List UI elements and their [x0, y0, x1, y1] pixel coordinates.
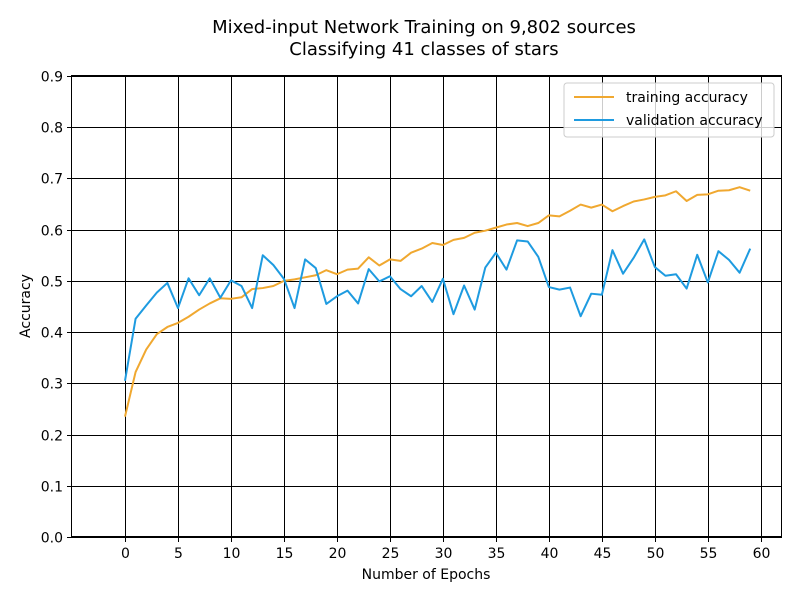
- y-tick-label: 0.7: [41, 172, 63, 188]
- x-tick-label: 30: [435, 546, 453, 562]
- x-tick-label: 60: [753, 546, 771, 562]
- x-tick-label: 25: [382, 546, 400, 562]
- chart-subtitle: Classifying 41 classes of stars: [289, 39, 558, 60]
- y-tick-label: 0.3: [41, 377, 63, 393]
- y-tick-label: 0.5: [41, 275, 63, 291]
- legend: training accuracy validation accuracy: [563, 82, 775, 138]
- y-tick-label: 0.9: [41, 70, 63, 86]
- plot-frame: [71, 75, 782, 537]
- x-tick-label: 20: [329, 546, 347, 562]
- series-line-validation-accuracy: [124, 238, 752, 381]
- x-tick-label: 40: [541, 546, 559, 562]
- chart-title: Mixed-input Network Training on 9,802 so…: [212, 17, 636, 38]
- legend-label-validation: validation accuracy: [626, 113, 763, 129]
- legend-box: [563, 82, 775, 138]
- y-tick-label: 0.1: [41, 480, 63, 496]
- series-layer: [124, 186, 752, 417]
- y-tick-label: 0.4: [41, 326, 63, 342]
- y-tick-label: 0.0: [41, 531, 63, 547]
- x-tick-label: 10: [223, 546, 241, 562]
- y-axis-label: Accuracy: [18, 274, 34, 338]
- ticks: 0 5 10 15 20 25 30 35 40 45 50 55 60 0.0 0.1 0.2 0.3 0.4 0…: [41, 70, 771, 563]
- x-axis-label: Number of Epochs: [362, 567, 491, 583]
- y-tick-label: 0.6: [41, 224, 63, 240]
- y-tick-label: 0.2: [41, 429, 63, 445]
- x-tick-label: 0: [121, 546, 130, 562]
- legend-label-training: training accuracy: [626, 90, 748, 106]
- x-tick-label: 45: [594, 546, 612, 562]
- x-tick-label: 5: [174, 546, 183, 562]
- x-tick-label: 50: [647, 546, 665, 562]
- x-tick-label: 35: [488, 546, 506, 562]
- x-tick-label: 15: [276, 546, 294, 562]
- series-line-training-accuracy: [124, 186, 751, 417]
- x-tick-label: 55: [700, 546, 718, 562]
- y-tick-label: 0.8: [41, 121, 63, 137]
